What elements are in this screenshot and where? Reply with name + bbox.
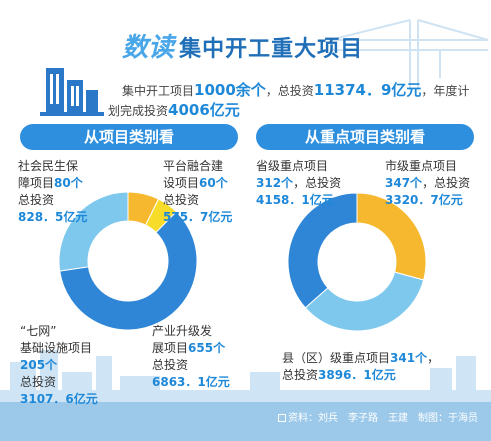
social-line1: 社会民生保 xyxy=(18,159,79,173)
total-count: 1000余个 xyxy=(194,81,266,99)
right-donut-slice-1 xyxy=(304,271,425,332)
left-donut-slice-2 xyxy=(59,211,198,331)
label-social: 社会民生保 障项目80个 总投资 828．5亿元 xyxy=(18,158,87,226)
annual-investment: 4006亿元 xyxy=(168,101,240,119)
label-province: 省级重点项目 312个，总投资 4158．1亿元 xyxy=(256,158,341,209)
qiwang-line1: “七网” xyxy=(20,324,57,338)
summary-prefix: 集中开工项目 xyxy=(122,84,195,98)
right-section-heading: 从重点项目类别看 xyxy=(256,124,474,150)
platform-line3: 总投资 xyxy=(163,193,200,207)
province-invest: 4158．1亿元 xyxy=(256,193,334,207)
province-line2: ，总投资 xyxy=(293,176,342,190)
city-line1: 市级重点项目 xyxy=(385,159,458,173)
label-industry: 产业升级发 展项目655个 总投资 6863．1亿元 xyxy=(152,323,230,391)
footer-credit: 资料：刘兵 李子路 王建 制图：于海员 xyxy=(278,409,478,424)
industry-line1: 产业升级发 xyxy=(152,324,213,338)
building-icon xyxy=(40,68,104,116)
title-dark: 集中开工重大项目 xyxy=(179,37,364,62)
label-city: 市级重点项目 347个，总投资 3320．7亿元 xyxy=(385,158,470,209)
label-qiwang: “七网” 基础设施项目 205个 总投资 3107．6亿元 xyxy=(20,323,98,408)
qiwang-invest: 3107．6亿元 xyxy=(20,392,98,406)
credit-text: 资料：刘兵 李子路 王建 制图：于海员 xyxy=(288,413,478,424)
social-count: 80个 xyxy=(54,176,83,190)
industry-line2: 展项目 xyxy=(152,341,189,355)
right-donut-slice-0 xyxy=(356,192,427,281)
summary-suffix: ，年度计 xyxy=(421,84,470,98)
province-count: 312个 xyxy=(256,176,294,190)
right-donut-slice-2 xyxy=(287,192,358,309)
county-count: 341个 xyxy=(390,351,428,365)
crane-graphic xyxy=(329,19,489,90)
left-section-heading: 从项目类别看 xyxy=(20,124,238,150)
qiwang-count: 205个 xyxy=(20,358,58,372)
footer-band xyxy=(0,402,491,441)
platform-invest: 575．7亿元 xyxy=(163,210,233,224)
platform-line1: 平台融合建 xyxy=(163,159,224,173)
industry-invest: 6863．1亿元 xyxy=(152,375,230,389)
label-platform: 平台融合建 设项目60个 总投资 575．7亿元 xyxy=(163,158,232,226)
county-line2: 总投资 xyxy=(282,368,319,382)
industry-line3: 总投资 xyxy=(152,358,189,372)
industry-count: 655个 xyxy=(188,341,226,355)
county-line1: 县（区）级重点项目 xyxy=(282,351,391,365)
label-county: 县（区）级重点项目341个， 总投资3896．1亿元 xyxy=(282,350,439,384)
summary-line-2: 划完成投资4006亿元 xyxy=(108,99,240,120)
social-invest: 828．5亿元 xyxy=(18,210,88,224)
credit-box-icon xyxy=(278,414,286,422)
summary-mid: ，总投资 xyxy=(265,84,314,98)
left-donut-slice-3 xyxy=(58,191,129,272)
total-investment: 11374．9亿元 xyxy=(313,81,422,99)
city-count: 347个 xyxy=(385,176,423,190)
social-line3: 总投资 xyxy=(18,193,55,207)
province-line1: 省级重点项目 xyxy=(256,159,329,173)
social-line2: 障项目 xyxy=(18,176,55,190)
title-light: 数读 xyxy=(122,33,175,63)
summary-line-1: 集中开工项目1000余个，总投资11374．9亿元，年度计 xyxy=(122,79,469,100)
city-invest: 3320．7亿元 xyxy=(385,193,463,207)
county-line1-end: ， xyxy=(427,351,440,365)
summary-line2-prefix: 划完成投资 xyxy=(108,104,169,118)
qiwang-line3: 总投资 xyxy=(20,375,57,389)
county-invest: 3896．1亿元 xyxy=(318,368,396,382)
qiwang-line2: 基础设施项目 xyxy=(20,341,93,355)
city-line2: ，总投资 xyxy=(422,176,471,190)
header-title: 数读 集中开工重大项目 xyxy=(122,27,363,64)
platform-line2: 设项目 xyxy=(163,176,200,190)
platform-count: 60个 xyxy=(199,176,228,190)
